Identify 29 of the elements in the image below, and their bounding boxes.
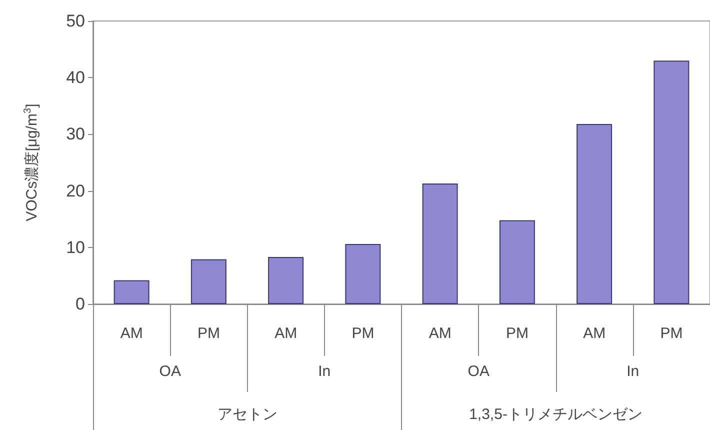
- bar: [190, 259, 226, 304]
- text: アセトン: [217, 406, 278, 423]
- y-tick-label: 50: [66, 12, 85, 30]
- bar: [576, 124, 612, 304]
- bar: [499, 220, 535, 304]
- x-tick-label: PM: [506, 325, 528, 342]
- text: OA: [468, 363, 490, 380]
- bar: [654, 60, 690, 304]
- y-tick-label: 30: [66, 124, 85, 144]
- y-tick-label: 20: [66, 181, 85, 200]
- bar: [422, 183, 458, 304]
- y-tick-label: 0: [76, 294, 85, 314]
- x-tick-label: AM: [274, 325, 298, 342]
- x-tick-label: PM: [352, 325, 374, 342]
- bar: [114, 280, 150, 304]
- y-tick-label: 40: [66, 68, 85, 88]
- x-tick-label: PM: [197, 325, 220, 342]
- text: 1,3,5-トリメチルベンゼン: [469, 406, 642, 423]
- bar: [268, 257, 304, 304]
- x-tick-label: AM: [583, 325, 606, 342]
- x-tick-label: AM: [120, 325, 143, 342]
- y-tick-label: 10: [66, 238, 85, 257]
- bar: [345, 244, 381, 304]
- text: In: [626, 363, 640, 380]
- text: In: [318, 363, 331, 380]
- text: OA: [159, 363, 181, 380]
- x-tick-label: AM: [428, 325, 452, 342]
- y-axis-title: VOCs濃度[μg/m3]: [22, 104, 40, 222]
- x-tick-label: PM: [660, 325, 683, 342]
